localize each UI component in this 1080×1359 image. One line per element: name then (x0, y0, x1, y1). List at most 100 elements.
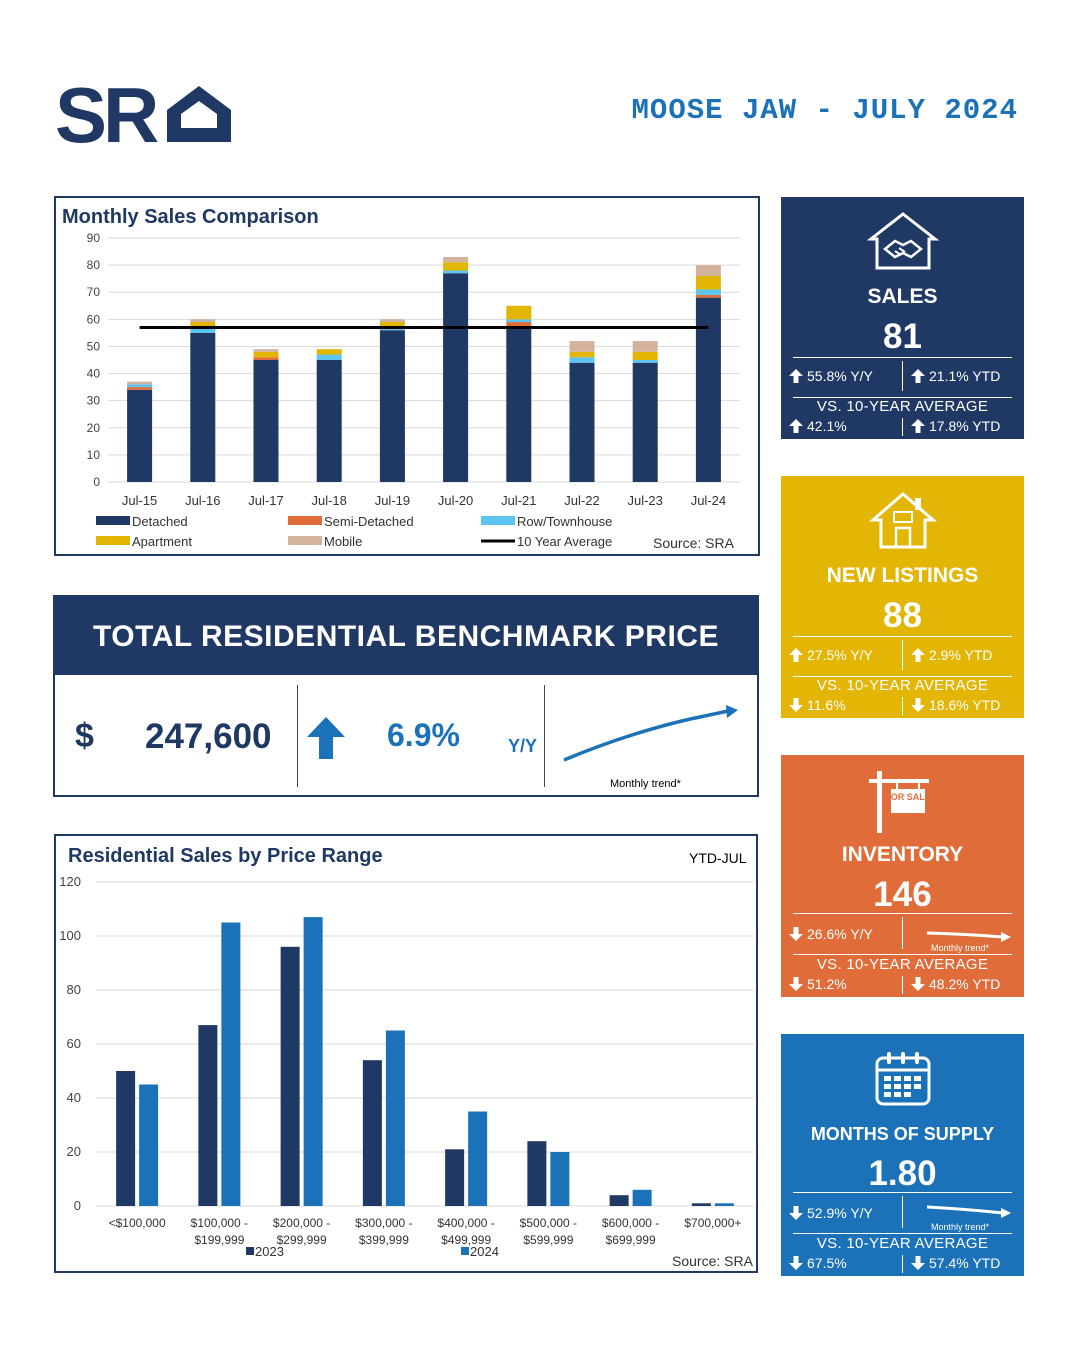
y-tick-label: 90 (87, 231, 101, 245)
bar-apartment (190, 322, 216, 328)
benchmark-panel: TOTAL RESIDENTIAL BENCHMARK PRICE $ 247,… (53, 595, 759, 797)
bar-2024 (468, 1111, 488, 1206)
bar-2023 (116, 1071, 136, 1206)
bar-2024 (632, 1189, 652, 1206)
bar-apartment (695, 275, 721, 290)
bar-2024 (221, 922, 241, 1206)
divider (793, 954, 1012, 955)
y-tick-label: 40 (67, 1090, 81, 1105)
listings-ytd: 2.9% YTD (911, 647, 993, 663)
y-tick-label: 120 (59, 874, 81, 889)
divider (297, 685, 298, 787)
bar-row-townhouse (506, 319, 532, 323)
sales-card: SALES 81 55.8% Y/Y 21.1% YTD VS. 10-YEAR… (781, 197, 1024, 439)
sales-avg-yy: 42.1% (789, 418, 847, 434)
y-tick-label: 60 (87, 312, 101, 326)
x-tick-label: $699,999 (606, 1233, 656, 1247)
arrow-up-icon (789, 648, 803, 662)
sales-avg-ytd-text: 17.8% YTD (929, 418, 1001, 434)
y-tick-label: 20 (67, 1144, 81, 1159)
x-tick-label: $299,999 (277, 1233, 327, 1247)
y-tick-label: 80 (87, 258, 101, 272)
benchmark-currency: $ (75, 717, 94, 755)
bar-detached (316, 360, 342, 482)
x-tick-label: $199,999 (194, 1233, 244, 1247)
new-listings-card: NEW LISTINGS 88 27.5% Y/Y 2.9% YTD VS. 1… (781, 476, 1024, 718)
legend-label: Detached (132, 514, 188, 529)
inventory-label: INVENTORY (841, 843, 964, 866)
y-tick-label: 60 (67, 1036, 81, 1051)
listings-avg-ytd-text: 18.6% YTD (929, 697, 1001, 713)
bar-detached (569, 362, 595, 482)
y-tick-label: 30 (87, 394, 101, 408)
bar-2024 (385, 1030, 405, 1206)
inventory-trend-line (926, 931, 1011, 942)
divider (793, 357, 1012, 358)
bar-detached (253, 360, 279, 482)
divider (793, 636, 1012, 637)
x-tick-label: Jul-24 (691, 493, 726, 508)
x-tick-label: $400,000 - (437, 1216, 494, 1230)
bar-apartment (316, 349, 342, 355)
supply-yy-text: 52.9% Y/Y (807, 1205, 873, 1221)
legend-swatch (96, 536, 130, 545)
divider (793, 397, 1012, 398)
bar-detached (443, 273, 469, 482)
listings-value: 88 (883, 596, 922, 635)
bar-apartment (506, 305, 532, 320)
benchmark-trend-label: Monthly trend* (610, 778, 681, 790)
x-tick-label: $700,000+ (684, 1216, 741, 1230)
legend-label: 2023 (255, 1244, 284, 1259)
sales-yy: 55.8% Y/Y (789, 368, 873, 384)
price-chart-title: Residential Sales by Price Range (68, 845, 383, 867)
monthly-chart-source: Source: SRA (653, 535, 734, 551)
inventory-trend-label: Monthly trend* (931, 943, 990, 953)
bar-semi-detached (127, 387, 153, 390)
for-sale-sign-icon: FOR SALE (869, 771, 931, 833)
sales-label: SALES (867, 285, 938, 308)
benchmark-change: 6.9% (387, 717, 460, 753)
divider (793, 676, 1012, 677)
x-tick-label: Jul-18 (311, 493, 346, 508)
bar-row-townhouse (127, 384, 153, 388)
months-of-supply-card: MONTHS OF SUPPLY 1.80 52.9% Y/Y Monthly … (781, 1034, 1024, 1276)
divider (544, 685, 545, 787)
y-tick-label: 0 (74, 1198, 81, 1213)
inventory-avg-label: VS. 10-YEAR AVERAGE (816, 956, 989, 973)
x-tick-label: $200,000 - (273, 1216, 330, 1230)
legend-swatch (246, 1247, 254, 1255)
monthly-sales-chart: 0 10 20 30 40 50 60 70 80 90 Jul-15 Jul-16 Jul-17 Jul… (87, 231, 740, 549)
bar-mobile (569, 341, 595, 352)
x-tick-label: $500,000 - (520, 1216, 577, 1230)
x-tick-label: Jul-22 (564, 493, 599, 508)
bar-row-townhouse (569, 357, 595, 363)
x-tick-label: $499,999 (441, 1233, 491, 1247)
x-tick-label: Jul-16 (185, 493, 220, 508)
bar-2024 (714, 1203, 734, 1206)
x-tick-label: $300,000 - (355, 1216, 412, 1230)
divider (902, 418, 903, 436)
sales-avg-ytd: 17.8% YTD (911, 418, 1000, 434)
divider (793, 913, 1012, 914)
inventory-avg-yy-text: 51.2% (807, 976, 847, 992)
arrow-down-icon (911, 1256, 925, 1270)
y-tick-label: 10 (87, 448, 101, 462)
supply-avg-ytd: 57.4% YTD (911, 1255, 1000, 1271)
bar-2023 (362, 1060, 382, 1206)
bar-mobile (632, 341, 658, 352)
bar-mobile (190, 319, 216, 323)
bar-2024 (139, 1084, 159, 1206)
x-tick-label: <$100,000 (109, 1216, 166, 1230)
x-tick-label: Jul-15 (122, 493, 157, 508)
x-tick-label: Jul-20 (438, 493, 473, 508)
y-tick-label: 20 (87, 421, 101, 435)
bar-2023 (527, 1141, 547, 1206)
bar-2023 (198, 1025, 218, 1206)
supply-avg-ytd-text: 57.4% YTD (929, 1255, 1001, 1271)
arrow-up-icon (307, 717, 345, 759)
arrow-up-icon (911, 648, 925, 662)
price-chart-source: Source: SRA (672, 1253, 753, 1269)
monthly-chart-title: Monthly Sales Comparison (62, 206, 319, 228)
legend-swatch (96, 516, 130, 525)
legend-label: 2024 (470, 1244, 499, 1259)
